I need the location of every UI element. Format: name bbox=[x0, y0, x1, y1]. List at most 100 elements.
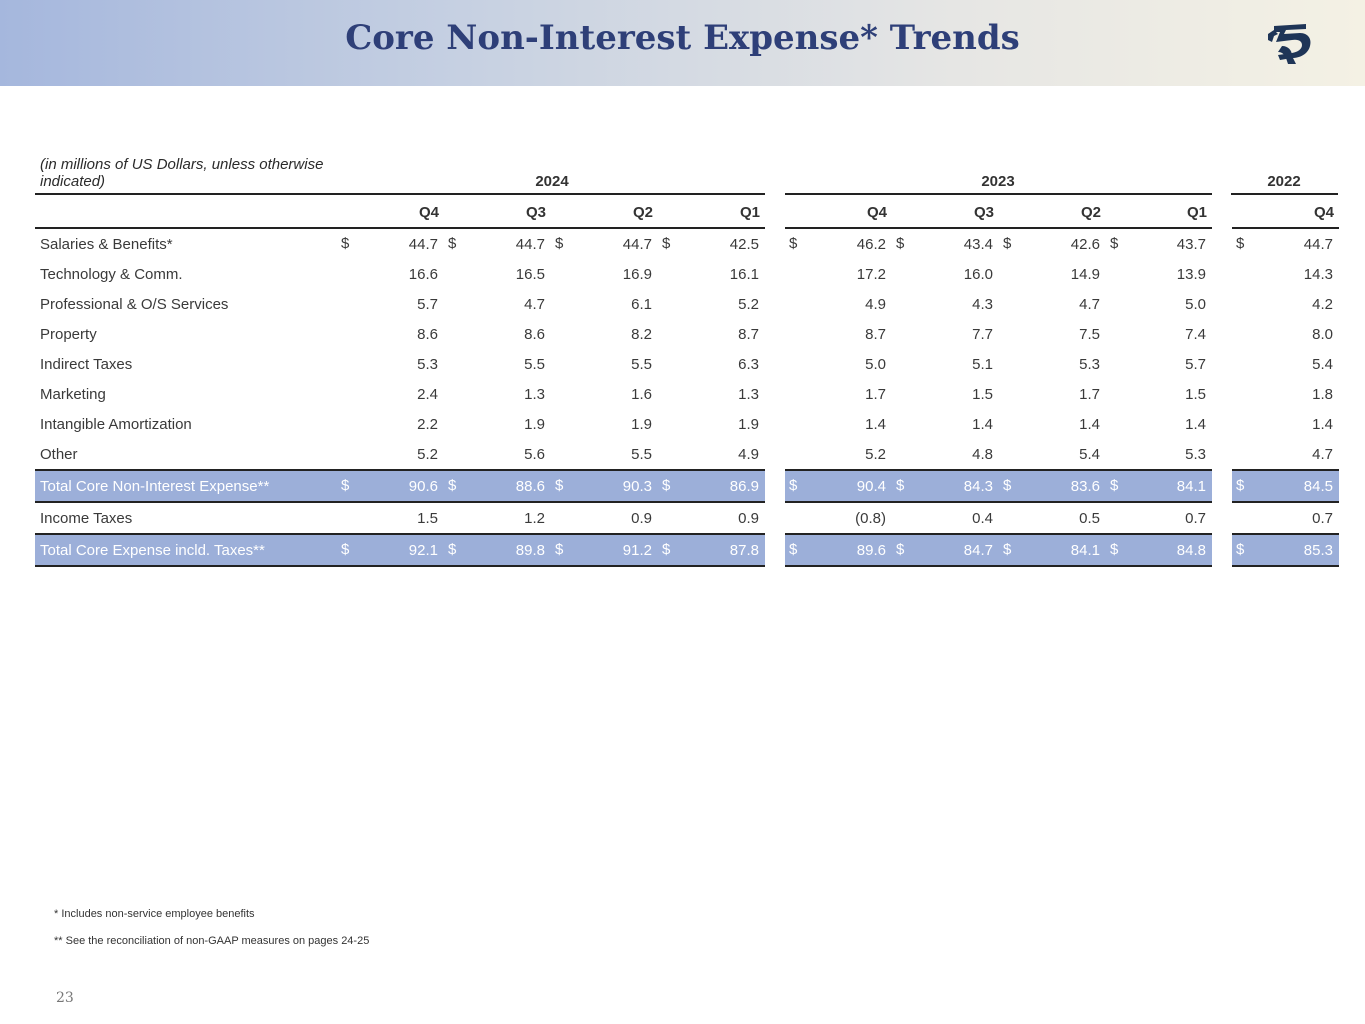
value-number: 16.9 bbox=[622, 265, 652, 283]
units-note: (in millions of US Dollars, unless other… bbox=[40, 156, 324, 190]
value-number: 1.5 bbox=[972, 385, 993, 403]
value-cell: 4.9 bbox=[785, 289, 892, 319]
value-cell: 1.4 bbox=[1106, 409, 1212, 439]
value-number: 8.6 bbox=[417, 325, 438, 343]
value-number: 2.2 bbox=[417, 415, 438, 433]
row-label: Total Core Expense incld. Taxes** bbox=[35, 533, 337, 567]
value-cell: 5.3 bbox=[999, 349, 1106, 379]
currency-symbol: $ bbox=[1110, 235, 1119, 252]
value-number: 1.9 bbox=[738, 415, 759, 433]
value-number: 1.9 bbox=[524, 415, 545, 433]
value-number: 1.5 bbox=[1185, 385, 1206, 403]
value-number: 1.9 bbox=[631, 415, 652, 433]
currency-symbol: $ bbox=[448, 541, 457, 558]
value-cell: 1.8 bbox=[1232, 379, 1339, 409]
value-cell: 1.9 bbox=[551, 409, 658, 439]
value-number: 83.6 bbox=[1070, 477, 1100, 495]
row-label: Technology & Comm. bbox=[40, 265, 183, 283]
col-header-2024-q3: Q3 bbox=[444, 197, 551, 229]
value-cell: 8.6 bbox=[444, 319, 551, 349]
row-label: Total Core Non-Interest Expense** bbox=[35, 469, 337, 503]
value-number: 17.2 bbox=[856, 265, 886, 283]
value-number: 16.1 bbox=[729, 265, 759, 283]
value-cell: 5.2 bbox=[658, 289, 765, 319]
value-cell: 16.1 bbox=[658, 259, 765, 289]
value-number: 43.7 bbox=[1176, 235, 1206, 253]
value-number: 44.7 bbox=[622, 235, 652, 253]
currency-symbol: $ bbox=[555, 541, 564, 558]
value-cell: 0.5 bbox=[999, 502, 1106, 534]
value-number: 89.6 bbox=[856, 541, 886, 559]
value-number: 8.7 bbox=[738, 325, 759, 343]
value-cell: 0.7 bbox=[1232, 502, 1339, 534]
value-number: 1.6 bbox=[631, 385, 652, 403]
footnote-1: * Includes non-service employee benefits bbox=[54, 908, 255, 920]
value-cell: 5.2 bbox=[337, 439, 444, 470]
value-number: 42.6 bbox=[1070, 235, 1100, 253]
value-cell: 1.9 bbox=[658, 409, 765, 439]
value-cell: $84.5 bbox=[1232, 469, 1339, 503]
value-cell: 7.4 bbox=[1106, 319, 1212, 349]
value-cell: 4.7 bbox=[999, 289, 1106, 319]
table-row: Income Taxes 1.5 1.2 0.9 0.9 (0.8) 0.4 0.5 0.7 0.… bbox=[35, 502, 1339, 534]
value-number: 92.1 bbox=[408, 541, 438, 559]
value-number: 4.7 bbox=[1079, 295, 1100, 313]
value-cell: 7.7 bbox=[892, 319, 999, 349]
value-cell: 1.3 bbox=[658, 379, 765, 409]
value-number: 5.2 bbox=[865, 445, 886, 463]
year-2022-heading: 2022 bbox=[1267, 173, 1301, 190]
value-cell: $88.6 bbox=[444, 469, 551, 503]
value-cell: 6.3 bbox=[658, 349, 765, 379]
table-row: Intangible Amortization 2.2 1.9 1.9 1.9 1.4 1.… bbox=[35, 409, 1339, 439]
value-number: 90.3 bbox=[622, 477, 652, 495]
year-2023-heading: 2023 bbox=[981, 173, 1015, 190]
value-cell: $46.2 bbox=[785, 228, 892, 259]
value-number: 5.0 bbox=[1185, 295, 1206, 313]
value-number: 4.9 bbox=[865, 295, 886, 313]
value-cell: 1.9 bbox=[444, 409, 551, 439]
value-number: 1.7 bbox=[1079, 385, 1100, 403]
value-number: 4.9 bbox=[738, 445, 759, 463]
value-cell: $92.1 bbox=[337, 533, 444, 567]
value-number: 16.6 bbox=[408, 265, 438, 283]
currency-symbol: $ bbox=[789, 235, 798, 252]
currency-symbol: $ bbox=[1236, 477, 1245, 494]
value-number: 16.5 bbox=[515, 265, 545, 283]
value-cell: 2.2 bbox=[337, 409, 444, 439]
value-cell: 4.3 bbox=[892, 289, 999, 319]
currency-symbol: $ bbox=[896, 235, 905, 252]
value-number: 5.3 bbox=[1079, 355, 1100, 373]
value-cell: 8.0 bbox=[1232, 319, 1339, 349]
value-number: 5.4 bbox=[1312, 355, 1333, 373]
value-cell: 1.4 bbox=[1232, 409, 1339, 439]
value-number: 0.9 bbox=[631, 509, 652, 527]
table-row: Property 8.6 8.6 8.2 8.7 8.7 7.7 7.5 7.4 8.0 bbox=[35, 319, 1339, 349]
row-label: Professional & O/S Services bbox=[40, 295, 229, 313]
currency-symbol: $ bbox=[555, 235, 564, 252]
value-cell: $42.6 bbox=[999, 228, 1106, 259]
total-row: Total Core Expense incld. Taxes** $92.1 $8… bbox=[35, 533, 1339, 567]
currency-symbol: $ bbox=[341, 477, 350, 494]
value-number: 14.9 bbox=[1070, 265, 1100, 283]
table-row: Technology & Comm. 16.6 16.5 16.9 16.1 17.2 16… bbox=[35, 259, 1339, 289]
value-number: 1.7 bbox=[865, 385, 886, 403]
value-cell: 7.5 bbox=[999, 319, 1106, 349]
value-number: 84.7 bbox=[963, 541, 993, 559]
value-cell: 5.1 bbox=[892, 349, 999, 379]
value-number: 5.5 bbox=[631, 355, 652, 373]
col-header-2024-q2: Q2 bbox=[551, 197, 658, 229]
currency-symbol: $ bbox=[555, 477, 564, 494]
value-number: 0.5 bbox=[1079, 509, 1100, 527]
value-cell: $84.8 bbox=[1106, 533, 1212, 567]
row-label: Property bbox=[40, 325, 97, 343]
value-cell: 1.4 bbox=[785, 409, 892, 439]
currency-symbol: $ bbox=[1236, 541, 1245, 558]
value-cell: 1.5 bbox=[892, 379, 999, 409]
year-2024-heading: 2024 bbox=[535, 173, 569, 190]
value-cell: $89.8 bbox=[444, 533, 551, 567]
col-header-2023-q3: Q3 bbox=[892, 197, 999, 229]
value-cell: 0.9 bbox=[658, 502, 765, 534]
table-row: Professional & O/S Services 5.7 4.7 6.1 5.2 4… bbox=[35, 289, 1339, 319]
currency-symbol: $ bbox=[789, 541, 798, 558]
value-number: 84.3 bbox=[963, 477, 993, 495]
